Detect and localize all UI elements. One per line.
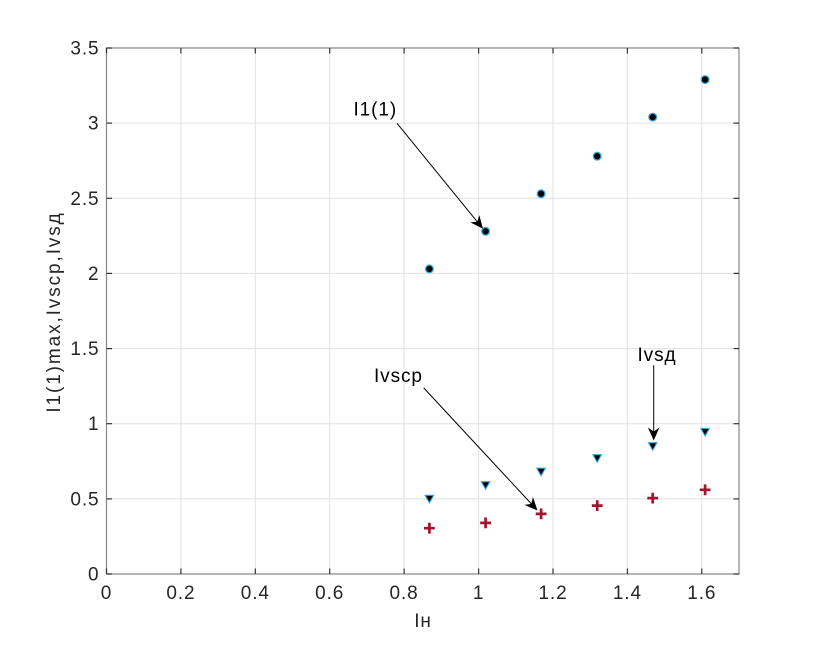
svg-text:Ivsд: Ivsд (638, 345, 677, 366)
svg-text:2.5: 2.5 (70, 189, 99, 210)
svg-text:3.5: 3.5 (70, 39, 99, 60)
svg-text:0.5: 0.5 (70, 489, 99, 510)
svg-text:Ivscp: Ivscp (374, 366, 423, 387)
svg-text:0: 0 (88, 565, 99, 586)
svg-text:0.6: 0.6 (315, 583, 344, 604)
svg-text:0.8: 0.8 (390, 583, 419, 604)
svg-text:Iн: Iн (414, 611, 432, 632)
svg-text:1.2: 1.2 (538, 583, 567, 604)
svg-text:1.6: 1.6 (687, 583, 716, 604)
svg-text:0.2: 0.2 (166, 583, 195, 604)
svg-text:1: 1 (473, 583, 484, 604)
svg-text:1.5: 1.5 (70, 339, 99, 360)
svg-text:1.4: 1.4 (613, 583, 642, 604)
svg-text:3: 3 (88, 114, 99, 135)
svg-text:0: 0 (101, 583, 112, 604)
svg-text:1: 1 (88, 414, 99, 435)
svg-text:I1(1): I1(1) (354, 100, 398, 121)
svg-text:2: 2 (88, 264, 99, 285)
svg-text:I1(1)max,Ivscp,Ivsд: I1(1)max,Ivscp,Ivsд (44, 211, 65, 412)
svg-text:0.4: 0.4 (241, 583, 270, 604)
